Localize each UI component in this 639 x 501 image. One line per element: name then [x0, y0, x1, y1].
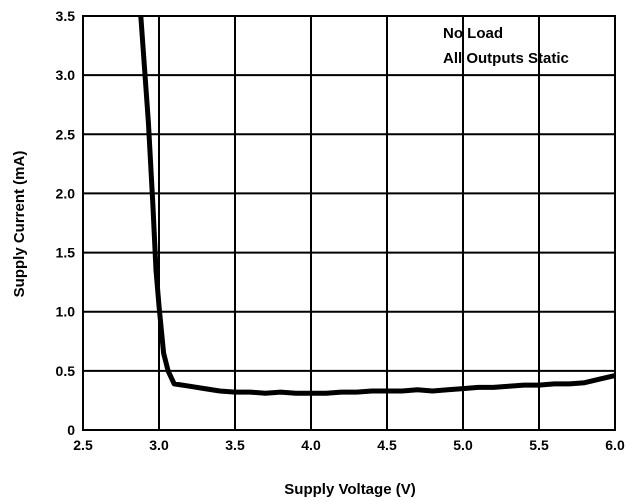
y-tick-label: 3.5 [56, 8, 76, 24]
tick-labels: 2.5 3.0 3.5 4.0 4.5 5.0 5.5 6.0 0 0.5 1.0 1.5 2.0 2.5… [56, 8, 625, 453]
x-tick-label: 3.0 [149, 437, 169, 453]
series-line-0 [138, 15, 616, 396]
y-tick-label: 1.5 [56, 245, 76, 261]
x-tick-label: 5.5 [529, 437, 549, 453]
plot-frame [82, 15, 616, 431]
y-tick-label: 0.5 [56, 363, 76, 379]
annotation-all-outputs-static: All Outputs Static [443, 50, 569, 67]
grid [83, 16, 615, 430]
x-tick-label: 2.5 [73, 437, 93, 453]
x-tick-label: 4.5 [377, 437, 397, 453]
x-tick-label: 5.0 [453, 437, 473, 453]
series-layer [138, 15, 616, 396]
x-tick-label: 4.0 [301, 437, 321, 453]
y-tick-label: 3.0 [56, 67, 76, 83]
y-axis-title: Supply Current (mA) [11, 151, 28, 298]
y-tick-label: 2.5 [56, 126, 76, 142]
x-axis-title: Supply Voltage (V) [284, 481, 415, 498]
annotation-no-load: No Load [443, 25, 503, 42]
x-tick-label: 6.0 [605, 437, 625, 453]
y-tick-label: 1.0 [56, 304, 76, 320]
y-tick-label: 2.0 [56, 185, 76, 201]
x-tick-label: 3.5 [225, 437, 245, 453]
y-tick-label: 0 [67, 422, 75, 438]
plot-frame-layer [82, 15, 616, 431]
